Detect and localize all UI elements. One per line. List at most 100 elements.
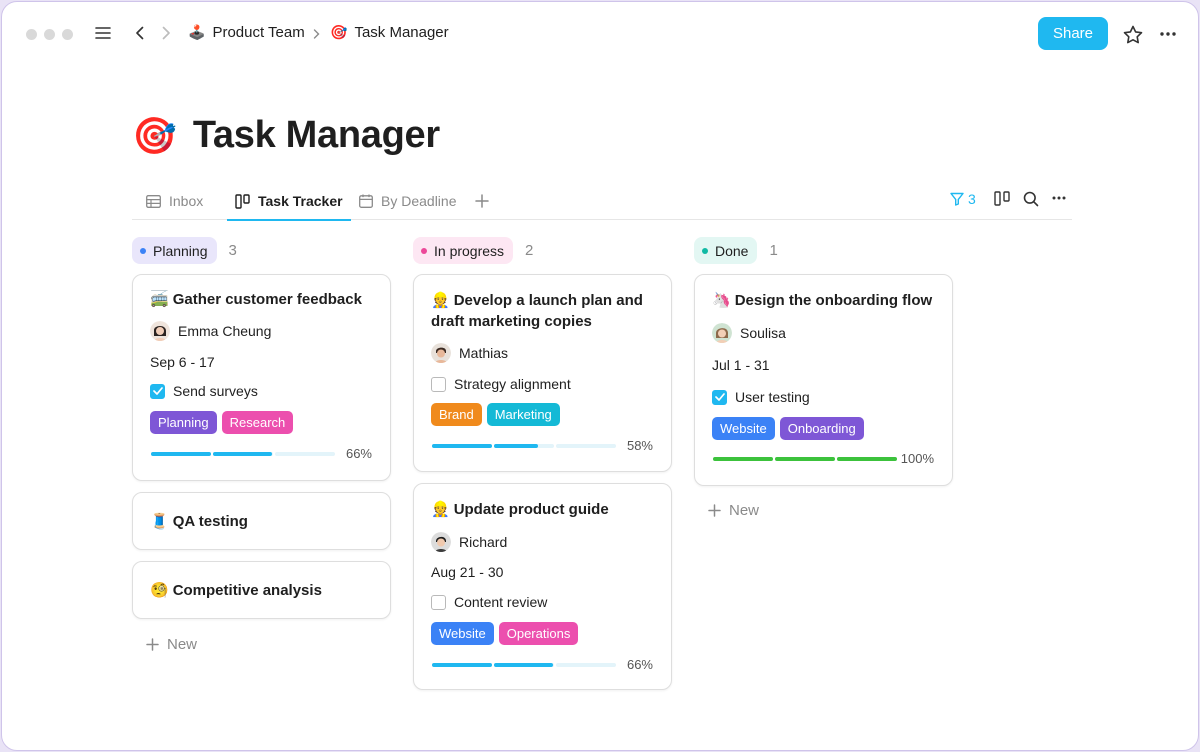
task-card[interactable]: 👷 Update product guide Richard Aug 21 - 3… [413,483,672,690]
progress-track-segment [275,452,335,456]
tab-inbox[interactable]: Inbox [146,182,203,220]
progress-fill-segment [213,452,272,456]
task-card[interactable]: 👷 Develop a launch plan and draft marketi… [413,274,672,472]
card-title-text: Competitive analysis [172,582,322,599]
tag[interactable]: Planning [150,411,217,434]
add-view-button[interactable] [475,182,489,220]
group-by-button[interactable] [994,191,1010,206]
status-pill-planning[interactable]: Planning [132,237,217,264]
avatar [150,321,170,341]
progress-track-segment [556,444,616,448]
filter-count: 3 [968,191,976,207]
card-title: 🦄 Design the onboarding flow [712,290,938,311]
tag[interactable]: Brand [431,403,482,426]
view-more-button[interactable] [1052,196,1066,200]
tag-list: Website Operations [431,622,579,645]
tag-list: Planning Research [150,411,294,434]
tab-by-deadline[interactable]: By Deadline [359,182,457,220]
assignee[interactable]: Soulisa [712,323,786,343]
column-header-done: Done 1 [694,237,778,264]
window-minimize-dot[interactable] [44,29,55,40]
date-range: Aug 21 - 30 [431,564,504,580]
breadcrumb-separator-icon [310,28,322,40]
trolleybus-icon: 🚎 [150,291,169,308]
column-count: 3 [228,242,237,259]
subtask-label: Content review [454,594,548,610]
date-range: Jul 1 - 31 [712,357,770,373]
card-title-text: QA testing [172,513,248,530]
card-title-text: Develop a launch plan and draft marketin… [431,292,643,330]
tag[interactable]: Website [431,622,494,645]
plus-icon [475,194,489,208]
top-bar: 🕹️ Product Team 🎯 Task Manager Share [2,2,1198,64]
breadcrumb-page[interactable]: 🎯 Task Manager [330,24,449,41]
assignee[interactable]: Emma Cheung [150,321,271,341]
page-title-text[interactable]: Task Manager [192,114,440,156]
tag[interactable]: Onboarding [779,417,864,440]
checkbox-unchecked-icon[interactable] [431,376,446,392]
task-card[interactable]: 🦄 Design the onboarding flow Soulisa Jul … [694,274,953,486]
status-pill-in-progress[interactable]: In progress [413,237,514,264]
share-button[interactable]: Share [1038,17,1108,50]
star-icon[interactable] [1122,23,1144,45]
status-pill-done[interactable]: Done [694,237,758,264]
task-card[interactable]: 🚎 Gather customer feedback Emma Cheung Se… [132,274,391,481]
card-title: 🚎 Gather customer feedback [150,289,376,310]
subtask-checkbox[interactable]: Strategy alignment [431,376,571,392]
forward-arrow-icon[interactable] [156,23,176,43]
thread-icon: 🧵 [150,513,169,530]
window-maximize-dot[interactable] [62,29,73,40]
subtask-label: User testing [735,389,810,405]
back-arrow-icon[interactable] [130,23,150,43]
board-icon [235,193,250,209]
checkbox-unchecked-icon[interactable] [431,594,446,610]
unicorn-icon: 🦄 [712,292,731,309]
progress-bar [432,663,616,667]
breadcrumb-workspace[interactable]: 🕹️ Product Team [188,24,305,41]
new-card-button[interactable]: New [146,636,197,653]
card-title-text: Update product guide [453,501,609,518]
checkbox-checked-icon[interactable] [150,383,165,399]
tag[interactable]: Website [712,417,775,440]
subtask-checkbox[interactable]: Send surveys [150,383,258,399]
tab-task-tracker-label: Task Tracker [258,193,343,209]
joystick-icon: 🕹️ [188,24,206,40]
tab-by-deadline-label: By Deadline [381,193,457,209]
status-dot [421,247,427,254]
more-options-icon[interactable] [1157,23,1179,45]
assignee[interactable]: Mathias [431,343,508,363]
progress-percent: 100% [900,451,934,466]
subtask-checkbox[interactable]: User testing [712,389,810,405]
filter-icon [950,192,964,206]
task-card[interactable]: 🧐 Competitive analysis [132,561,391,619]
plus-icon [146,638,159,651]
checkbox-checked-icon[interactable] [712,389,727,405]
filter-button[interactable]: 3 [950,191,976,207]
menu-icon[interactable] [93,23,113,43]
target-icon: 🎯 [132,114,177,156]
column-header-in-progress: In progress 2 [413,237,533,264]
construction-worker-icon: 👷 [431,292,450,309]
card-title: 🧵 QA testing [150,511,376,532]
window-close-dot[interactable] [26,29,37,40]
assignee-name: Mathias [459,345,509,361]
tag[interactable]: Research [221,411,294,434]
card-title-text: Gather customer feedback [172,291,362,308]
board-columns-icon [994,191,1010,206]
task-card[interactable]: 🧵 QA testing [132,492,391,550]
assignee-name: Richard [459,534,508,550]
search-button[interactable] [1023,191,1039,207]
progress-fill-segment [432,444,492,448]
new-card-label: New [167,636,198,653]
breadcrumb-page-label: Task Manager [354,24,449,41]
tab-task-tracker[interactable]: Task Tracker [227,182,351,221]
subtask-checkbox[interactable]: Content review [431,594,547,610]
assignee[interactable]: Richard [431,532,507,552]
progress-fill-segment [151,452,211,456]
card-title: 👷 Update product guide [431,499,657,520]
tag[interactable]: Marketing [486,403,560,426]
progress-bar [432,444,616,448]
tag[interactable]: Operations [498,622,579,645]
new-card-button[interactable]: New [708,502,759,519]
progress-percent: 66% [626,657,653,672]
